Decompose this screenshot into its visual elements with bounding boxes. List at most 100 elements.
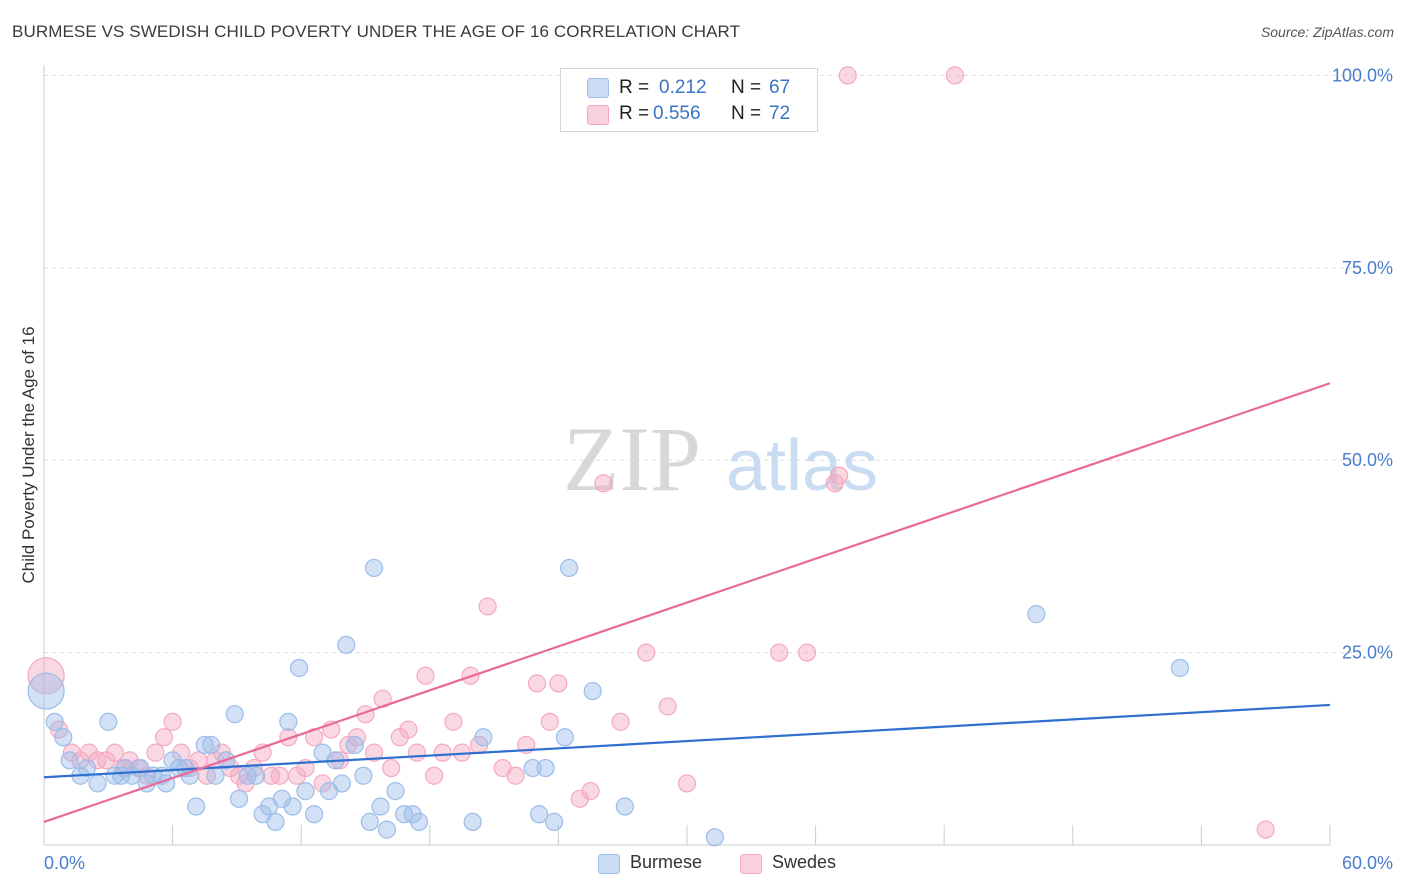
data-point [677, 774, 697, 793]
data-point [266, 812, 285, 832]
data-point [523, 758, 542, 778]
legend-r-label: R = [619, 103, 650, 124]
data-point [594, 474, 613, 493]
data-point [506, 766, 525, 785]
data-point [463, 812, 482, 832]
data-point [658, 697, 677, 716]
y-tick-label: 75.0% [1342, 258, 1393, 278]
legend-swatch-burmese [587, 78, 609, 98]
data-point [474, 728, 493, 747]
data-point [444, 712, 463, 731]
data-point [770, 643, 789, 662]
data-point [99, 712, 118, 731]
data-point [371, 797, 390, 816]
data-point [60, 751, 79, 770]
data-point [247, 766, 266, 785]
legend-r-label: R = [619, 77, 650, 98]
watermark-zip: ZIP [563, 408, 701, 510]
data-point [536, 758, 555, 778]
data-point [360, 812, 379, 832]
legend-r-value-swedes: 0.556 [653, 103, 701, 124]
data-point [283, 797, 302, 816]
data-point [54, 728, 73, 747]
data-point [527, 674, 547, 693]
data-point [560, 558, 579, 578]
tick-labels: 25.0% 50.0% 75.0% 100.0% 0.0% 60.0% [44, 65, 1393, 873]
data-point [296, 782, 315, 801]
data-point [337, 635, 356, 655]
correlation-legend: R = 0.212 N = 67 R = 0.556 N = 72 [560, 68, 818, 132]
data-point [549, 674, 568, 693]
legend-r-value-burmese: 0.212 [659, 77, 707, 98]
data-point [270, 766, 289, 785]
data-point [146, 743, 165, 762]
data-point [555, 728, 574, 747]
data-point [478, 597, 497, 616]
data-point [399, 720, 418, 739]
axes [43, 65, 1331, 846]
burmese-points [27, 558, 1190, 847]
data-point [229, 789, 249, 808]
data-point [945, 66, 965, 85]
data-point [289, 658, 309, 678]
legend-n-label: N = [731, 103, 762, 124]
data-point [27, 672, 65, 710]
chart-title: BURMESE VS SWEDISH CHILD POVERTY UNDER T… [12, 22, 741, 41]
data-point [279, 712, 298, 731]
data-point [424, 766, 444, 785]
legend-n-label: N = [731, 77, 762, 98]
legend-swatch-swedes [587, 105, 609, 125]
data-point [364, 558, 384, 578]
data-point [382, 758, 401, 778]
data-point [77, 758, 96, 778]
data-point [154, 728, 174, 747]
trend-line-swedes [43, 382, 1331, 823]
x-tick-label: 60.0% [1342, 853, 1393, 873]
trend-lines [43, 382, 1331, 823]
data-point [88, 774, 107, 793]
watermark-atlas: atlas [726, 426, 878, 506]
data-point [797, 643, 817, 662]
y-tick-label: 100.0% [1332, 65, 1393, 85]
trend-line-burmese [43, 703, 1331, 779]
data-point [409, 812, 429, 832]
y-axis-label: Child Poverty Under the Age of 16 [19, 326, 38, 583]
x-tick-label: 0.0% [44, 853, 85, 873]
bottom-legend-label-burmese: Burmese [630, 852, 703, 872]
data-point [195, 735, 214, 755]
bottom-legend-swatch-burmese [598, 854, 620, 874]
y-tick-label: 50.0% [1342, 450, 1393, 470]
data-point [187, 797, 206, 816]
data-point [830, 466, 849, 485]
legend-n-value-swedes: 72 [769, 103, 791, 124]
data-point [530, 805, 549, 824]
data-point [279, 728, 298, 747]
data-point [202, 735, 221, 755]
data-point [377, 820, 397, 839]
data-point [407, 743, 427, 762]
data-point [354, 766, 373, 785]
data-point [1256, 820, 1275, 839]
data-point [364, 743, 384, 762]
data-point [540, 712, 559, 731]
data-point [637, 643, 656, 662]
data-point [615, 797, 634, 816]
data-point [433, 743, 452, 762]
data-point [1170, 658, 1190, 678]
data-point [45, 712, 64, 731]
data-point [545, 812, 564, 832]
data-point [1027, 605, 1046, 624]
data-point [583, 681, 602, 701]
bottom-legend-label-swedes: Swedes [772, 852, 837, 872]
watermark: ZIP atlas [563, 408, 878, 510]
data-point [163, 712, 182, 731]
data-point [838, 66, 857, 85]
data-point [416, 666, 435, 685]
data-point [581, 782, 600, 801]
data-point [304, 805, 324, 824]
data-point [225, 705, 244, 724]
data-point [27, 657, 65, 695]
source-label: Source: ZipAtlas.com [1260, 24, 1394, 40]
y-tick-label: 25.0% [1342, 643, 1393, 663]
